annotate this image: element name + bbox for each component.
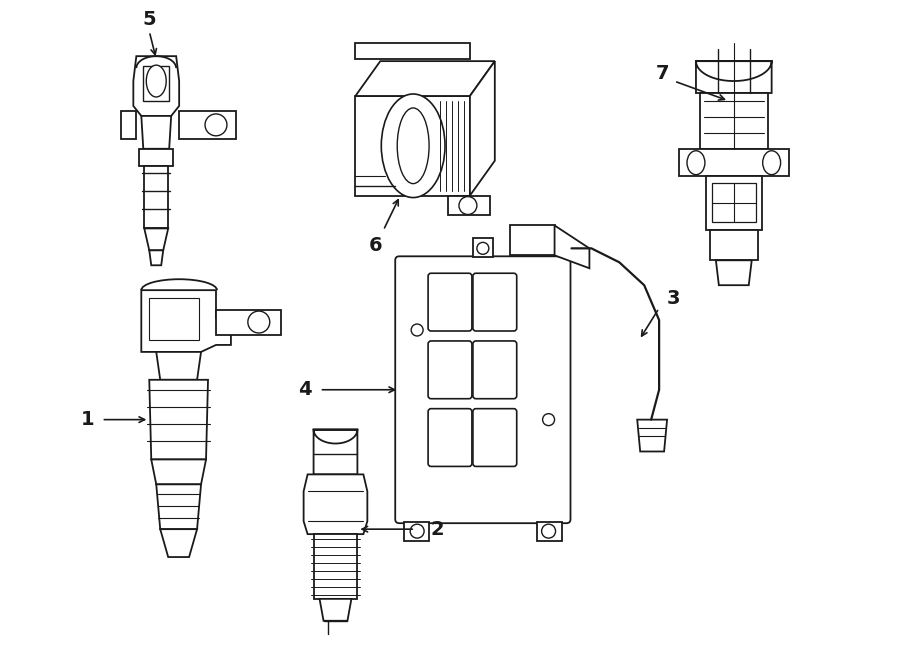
FancyBboxPatch shape: [472, 408, 517, 467]
Bar: [712, 182, 756, 223]
Polygon shape: [149, 251, 163, 265]
Polygon shape: [356, 43, 470, 59]
Polygon shape: [144, 166, 168, 229]
Polygon shape: [151, 459, 206, 485]
Circle shape: [459, 196, 477, 214]
Polygon shape: [509, 225, 554, 255]
Polygon shape: [320, 599, 351, 621]
Text: 6: 6: [368, 236, 382, 255]
Text: 5: 5: [142, 10, 156, 29]
Polygon shape: [470, 61, 495, 196]
Polygon shape: [700, 93, 768, 149]
FancyBboxPatch shape: [428, 273, 472, 331]
Polygon shape: [404, 522, 429, 541]
Polygon shape: [313, 430, 357, 475]
Circle shape: [411, 324, 423, 336]
Ellipse shape: [147, 65, 166, 97]
Polygon shape: [637, 420, 667, 451]
Text: 1: 1: [81, 410, 94, 429]
Polygon shape: [356, 61, 495, 96]
Bar: [149, 298, 199, 340]
Polygon shape: [160, 529, 197, 557]
Polygon shape: [536, 522, 562, 541]
Ellipse shape: [382, 94, 445, 198]
Polygon shape: [133, 56, 179, 116]
Polygon shape: [157, 485, 201, 529]
Polygon shape: [706, 176, 761, 231]
Ellipse shape: [762, 151, 780, 175]
Polygon shape: [140, 149, 173, 166]
Polygon shape: [216, 310, 281, 335]
Ellipse shape: [397, 108, 429, 184]
Polygon shape: [144, 229, 168, 251]
Circle shape: [543, 414, 554, 426]
Polygon shape: [472, 239, 493, 257]
Polygon shape: [141, 290, 231, 352]
Polygon shape: [141, 116, 171, 149]
Circle shape: [477, 243, 489, 254]
Text: 3: 3: [667, 289, 680, 307]
Polygon shape: [679, 149, 788, 176]
Polygon shape: [157, 352, 201, 380]
Polygon shape: [303, 475, 367, 534]
Polygon shape: [149, 380, 208, 459]
Polygon shape: [179, 111, 236, 139]
Bar: [143, 66, 169, 101]
Polygon shape: [554, 225, 590, 268]
Text: 7: 7: [655, 63, 669, 83]
Ellipse shape: [687, 151, 705, 175]
Polygon shape: [448, 196, 490, 215]
Polygon shape: [356, 96, 470, 196]
Polygon shape: [710, 231, 758, 260]
Circle shape: [248, 311, 270, 333]
FancyBboxPatch shape: [472, 341, 517, 399]
Text: 2: 2: [430, 520, 444, 539]
Circle shape: [205, 114, 227, 136]
FancyBboxPatch shape: [428, 341, 472, 399]
Polygon shape: [313, 534, 357, 599]
Text: 4: 4: [298, 380, 311, 399]
Polygon shape: [716, 260, 751, 285]
Polygon shape: [696, 61, 771, 93]
Polygon shape: [122, 111, 136, 139]
FancyBboxPatch shape: [395, 256, 571, 524]
Circle shape: [410, 524, 424, 538]
FancyBboxPatch shape: [472, 273, 517, 331]
Circle shape: [542, 524, 555, 538]
FancyBboxPatch shape: [428, 408, 472, 467]
